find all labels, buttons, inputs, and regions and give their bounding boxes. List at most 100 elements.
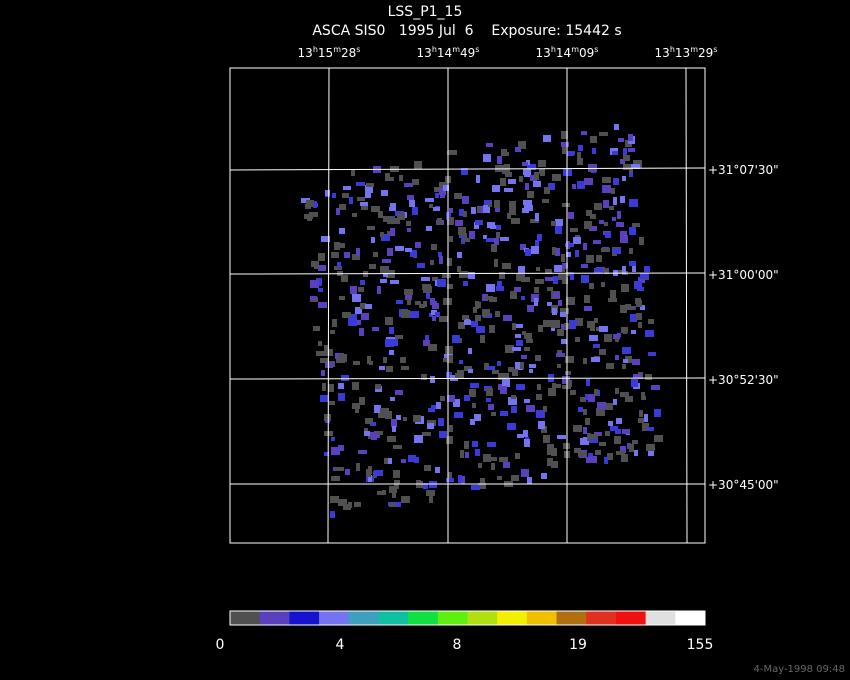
ra-value: 13 <box>655 46 670 60</box>
sky-pixel <box>502 373 509 378</box>
sky-pixel <box>364 431 370 436</box>
sky-pixel <box>476 326 485 333</box>
sky-pixel <box>521 469 529 477</box>
sky-pixel <box>567 151 574 156</box>
sky-pixel <box>352 403 360 409</box>
sky-pixel <box>367 226 375 230</box>
sky-pixel <box>538 421 545 429</box>
sky-pixel <box>405 248 412 252</box>
sky-pixel <box>497 476 502 480</box>
sky-pixel <box>371 432 377 440</box>
ra-unit: m <box>333 45 341 54</box>
sky-pixel <box>581 264 588 268</box>
sky-pixel <box>548 388 556 396</box>
sky-pixel <box>615 355 619 360</box>
sky-pixel <box>457 370 464 375</box>
sky-pixel <box>380 232 384 237</box>
sky-pixel <box>565 356 574 363</box>
sky-pixel <box>593 240 601 244</box>
sky-pixel <box>313 326 320 331</box>
sky-pixel <box>491 412 496 416</box>
sky-pixel <box>636 313 642 320</box>
subtitle: ASCA SIS0 1995 Jul 6 Exposure: 15442 s <box>312 23 621 39</box>
ra-unit: h <box>432 45 437 54</box>
sky-pixel <box>541 473 547 479</box>
sky-pixel <box>371 206 380 212</box>
sky-pixel <box>403 417 407 421</box>
sky-pixel <box>623 148 627 155</box>
sky-pixel <box>349 197 353 204</box>
sky-pixel <box>330 511 335 518</box>
sky-pixel <box>478 463 482 468</box>
sky-pixel <box>596 327 600 331</box>
sky-pixel <box>393 445 402 449</box>
sky-pixel <box>515 147 521 152</box>
colorbar-cell <box>348 611 379 625</box>
sky-pixel <box>491 463 495 470</box>
sky-pixel <box>555 219 563 226</box>
sky-pixel <box>446 436 453 444</box>
sky-pixel <box>502 263 511 269</box>
sky-pixel <box>365 304 372 309</box>
sky-pixel <box>575 250 579 257</box>
sky-pixel <box>404 289 413 295</box>
sky-pixel <box>578 145 583 151</box>
sky-pixel <box>389 486 397 493</box>
sky-pixel <box>504 164 510 170</box>
sky-pixel <box>642 423 649 431</box>
sky-pixel <box>616 418 622 424</box>
sky-pixel <box>548 183 555 190</box>
sky-pixel <box>494 238 499 245</box>
sky-pixel <box>470 419 475 425</box>
sky-pixel <box>392 492 396 498</box>
sky-pixel <box>569 322 576 329</box>
sky-pixel <box>325 362 333 368</box>
colorbar-cell <box>437 611 468 625</box>
sky-pixel <box>562 376 570 384</box>
sky-pixel <box>561 254 565 262</box>
sky-pixel <box>507 423 516 430</box>
sky-pixel <box>384 458 388 464</box>
colorbar-cell <box>378 611 409 625</box>
sky-pixel <box>537 384 541 390</box>
ra-label: 13h13m29s <box>655 45 718 60</box>
sky-pixel <box>590 456 597 463</box>
sky-pixel <box>508 179 516 184</box>
sky-pixel <box>551 461 558 468</box>
sky-pixel <box>620 446 626 453</box>
sky-pixel <box>458 475 462 483</box>
sky-pixel <box>341 375 349 381</box>
colorbar-cell <box>230 611 261 625</box>
sky-pixel <box>634 281 642 289</box>
sky-pixel <box>644 414 648 422</box>
sky-pixel <box>483 454 491 462</box>
sky-pixel <box>613 248 621 254</box>
sky-pixel <box>460 450 464 458</box>
sky-pixel <box>395 335 403 339</box>
sky-pixel <box>437 218 442 225</box>
sky-pixel <box>622 266 626 274</box>
sky-pixel <box>594 268 603 273</box>
sky-pixel <box>439 431 447 438</box>
sky-pixel <box>394 480 400 484</box>
sky-pixel <box>573 237 581 244</box>
sky-pixel <box>593 344 600 348</box>
sky-pixel <box>584 306 592 311</box>
sky-pixel <box>380 266 389 273</box>
sky-pixel <box>496 232 500 238</box>
sky-pixel <box>648 451 654 456</box>
sky-pixel <box>509 209 516 215</box>
sky-pixel <box>335 467 344 471</box>
sky-pixel <box>505 345 514 353</box>
sky-pixel <box>499 272 505 279</box>
sky-pixel <box>618 138 624 142</box>
sky-pixel <box>561 131 568 139</box>
sky-pixel <box>321 236 330 242</box>
sky-pixel <box>357 197 365 201</box>
sky-pixel <box>478 483 486 489</box>
sky-pixel <box>629 169 633 174</box>
sky-pixel <box>613 334 620 339</box>
sky-pixel <box>599 220 604 224</box>
sky-pixel <box>534 287 539 293</box>
sky-pixel <box>524 333 532 339</box>
